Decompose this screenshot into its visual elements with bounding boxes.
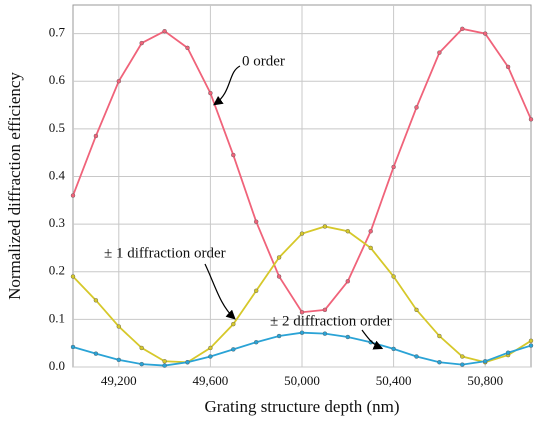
data-point — [70, 193, 76, 198]
annotation-arrow — [204, 263, 236, 320]
x-tick-label: 50,000 — [284, 373, 320, 388]
data-point — [299, 231, 305, 236]
y-tick-label: 0.7 — [49, 25, 66, 40]
data-point — [276, 333, 282, 339]
data-point — [505, 64, 511, 70]
data-point — [437, 360, 442, 365]
data-point — [460, 354, 465, 359]
data-point — [162, 363, 167, 368]
data-point — [437, 50, 442, 55]
data-point — [391, 346, 396, 352]
data-point — [391, 274, 396, 279]
data-point — [231, 321, 236, 327]
data-point — [208, 90, 213, 96]
data-point — [299, 310, 305, 315]
data-point — [528, 338, 534, 344]
y-tick-label: 0.3 — [49, 215, 65, 230]
data-point — [208, 354, 213, 359]
y-tick-label: 0.0 — [49, 358, 65, 373]
y-tick-label: 0.6 — [49, 72, 66, 87]
data-point — [70, 344, 76, 350]
y-tick-label: 0.2 — [49, 263, 65, 278]
data-point — [139, 40, 144, 46]
data-point — [254, 340, 259, 345]
data-point — [368, 245, 373, 251]
data-point — [185, 360, 190, 365]
x-tick-label: 49,600 — [193, 373, 229, 388]
data-point — [414, 307, 419, 313]
data-point — [414, 354, 419, 359]
data-point — [322, 224, 328, 229]
data-point — [460, 26, 465, 32]
data-point — [483, 31, 488, 36]
data-point — [231, 152, 236, 158]
x-tick-label: 50,400 — [376, 373, 412, 388]
data-point — [276, 274, 282, 279]
data-point — [345, 279, 350, 284]
data-point — [231, 347, 236, 352]
data-point — [505, 350, 511, 355]
data-point — [254, 288, 259, 293]
data-point — [322, 331, 328, 336]
data-point — [70, 274, 76, 279]
y-tick-label: 0.1 — [49, 310, 65, 325]
data-point — [162, 28, 167, 34]
data-point — [139, 361, 144, 367]
data-point — [93, 133, 99, 139]
x-tick-label: 49,200 — [101, 373, 137, 388]
data-point — [185, 45, 190, 51]
data-point — [391, 164, 396, 170]
data-point — [483, 359, 488, 364]
y-tick-label: 0.5 — [49, 120, 65, 135]
y-tick-label: 0.4 — [49, 167, 66, 182]
x-axis-title: Grating structure depth (nm) — [205, 397, 400, 416]
data-point — [208, 345, 213, 351]
data-point — [116, 357, 122, 363]
data-point — [345, 334, 350, 340]
data-point — [345, 229, 350, 234]
data-point — [299, 330, 305, 335]
x-tick-label: 50,800 — [467, 373, 503, 388]
series-annotation: ± 1 diffraction order — [104, 245, 226, 261]
data-point — [528, 343, 534, 348]
data-point — [93, 351, 99, 356]
data-point — [437, 333, 442, 339]
data-point — [528, 117, 534, 122]
annotation-arrow — [361, 329, 384, 350]
data-point — [276, 255, 282, 260]
data-point — [254, 219, 259, 224]
series-annotation: 0 order — [242, 53, 285, 69]
data-point — [368, 229, 373, 234]
data-point — [139, 345, 144, 351]
series-annotation: ± 2 diffraction order — [270, 313, 392, 329]
data-point — [460, 362, 465, 367]
data-point — [162, 359, 167, 364]
data-point — [116, 324, 122, 329]
data-point — [93, 298, 99, 303]
data-point — [322, 307, 328, 313]
data-point — [116, 79, 122, 84]
annotation-arrow — [213, 65, 241, 106]
y-axis-title: Normalized diffraction efficiency — [5, 72, 24, 300]
data-point — [414, 105, 419, 110]
